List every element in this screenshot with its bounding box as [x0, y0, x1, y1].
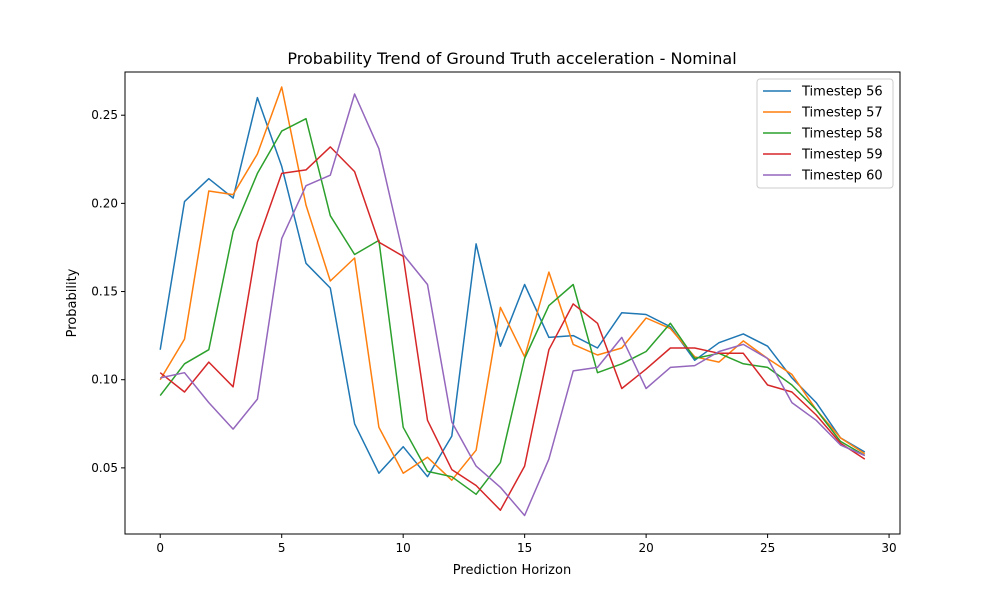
x-tick-label: 30	[881, 541, 896, 555]
plot-lines	[159, 86, 866, 517]
chart-title: Probability Trend of Ground Truth accele…	[287, 49, 736, 68]
series-line-4	[160, 93, 866, 517]
plot-area-frame	[124, 71, 901, 535]
y-tick-label: 0.20	[91, 196, 118, 210]
legend-label-2: Timestep 58	[801, 127, 883, 142]
series-line-2	[159, 117, 866, 496]
legend-label-0: Timestep 56	[801, 85, 883, 100]
x-tick-label: 15	[517, 541, 532, 555]
y-axis-label: Probability	[65, 268, 80, 337]
y-tick-label: 0.05	[91, 461, 118, 475]
legend-frame	[756, 78, 894, 189]
legend-label-3: Timestep 59	[801, 148, 883, 163]
series-line-0	[159, 96, 866, 478]
x-tick-label: 20	[638, 541, 653, 555]
x-tick-label: 25	[760, 541, 775, 555]
x-axis-ticks: 0 5 10 15 20 25 30	[156, 534, 897, 555]
y-tick-label: 0.25	[91, 108, 118, 122]
x-tick-label: 5	[278, 541, 286, 555]
series-line-1	[159, 86, 866, 481]
x-tick-label: 10	[396, 541, 411, 555]
y-axis-ticks: 0.05 0.10 0.15 0.20 0.25	[91, 108, 125, 475]
legend-label-4: Timestep 60	[801, 169, 883, 184]
x-tick-label: 0	[156, 541, 164, 555]
series-line-3	[159, 146, 866, 511]
legend-label-1: Timestep 57	[801, 106, 883, 121]
x-axis-label: Prediction Horizon	[453, 563, 571, 578]
legend: Timestep 56 Timestep 57 Timestep 58 Timeste…	[756, 78, 894, 189]
y-tick-label: 0.10	[91, 373, 118, 387]
y-tick-label: 0.15	[91, 285, 118, 299]
